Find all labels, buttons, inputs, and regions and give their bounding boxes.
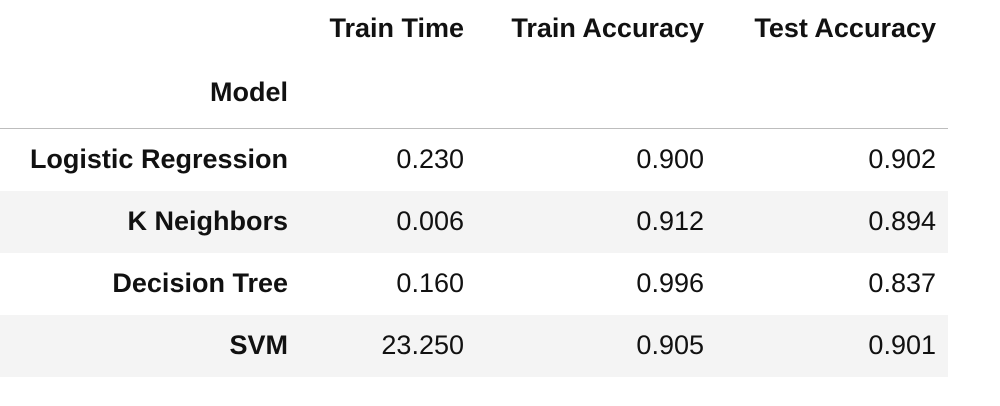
cell-test-accuracy: 0.894	[868, 206, 936, 236]
cell-train-accuracy: 0.996	[636, 268, 704, 298]
row-label: Decision Tree	[112, 268, 288, 298]
cell-test-accuracy: 0.837	[868, 268, 936, 298]
row-label: Logistic Regression	[29, 144, 288, 175]
index-name-row: Model	[0, 56, 948, 129]
blank-corner-cell	[0, 0, 300, 56]
cell-train-time: 0.230	[396, 144, 464, 175]
cell-train-time: 0.160	[396, 268, 464, 298]
results-table: Train Time Train Accuracy Test Accuracy …	[0, 0, 948, 377]
blank-header-cell	[476, 56, 716, 129]
cell-train-accuracy: 0.905	[636, 330, 704, 360]
cell-test-accuracy: 0.901	[868, 330, 936, 360]
table-row: Decision Tree 0.160 0.996 0.837	[0, 252, 948, 315]
blank-header-cell	[716, 56, 948, 129]
row-label: K Neighbors	[127, 206, 288, 236]
cell-train-accuracy: 0.912	[636, 206, 704, 236]
table-row: SVM 23.250 0.905 0.901	[0, 314, 948, 377]
table-row: K Neighbors 0.006 0.912 0.894	[0, 190, 948, 253]
cell-train-time: 23.250	[381, 330, 464, 360]
table-header: Train Time Train Accuracy Test Accuracy …	[0, 0, 948, 129]
table-body: Logistic Regression 0.230 0.900 0.902 K …	[0, 128, 948, 377]
column-header-row: Train Time Train Accuracy Test Accuracy	[0, 0, 948, 56]
index-name-header: Model	[210, 76, 288, 107]
column-header-test-accuracy: Test Accuracy	[754, 12, 936, 43]
column-header-train-time: Train Time	[329, 12, 464, 43]
cell-train-accuracy: 0.900	[636, 144, 704, 175]
blank-header-cell	[300, 56, 476, 129]
cell-test-accuracy: 0.902	[868, 144, 936, 175]
table-row: Logistic Regression 0.230 0.900 0.902	[0, 128, 948, 191]
row-label: SVM	[229, 330, 288, 360]
column-header-train-accuracy: Train Accuracy	[511, 12, 704, 43]
cell-train-time: 0.006	[396, 206, 464, 236]
